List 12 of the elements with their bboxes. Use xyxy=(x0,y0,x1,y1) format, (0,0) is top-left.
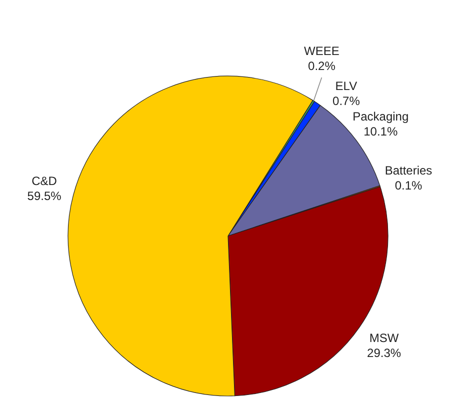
data-label: 0.7% xyxy=(332,94,360,108)
data-label: 0.1% xyxy=(394,178,423,192)
slice-label: Packaging xyxy=(352,109,409,124)
slice-label: C&D xyxy=(32,174,58,188)
data-label: 59.5% xyxy=(27,189,62,204)
slice-label: ELV xyxy=(335,79,358,94)
data-label: 29.3% xyxy=(367,346,402,360)
data-label: 10.1% xyxy=(364,124,398,138)
data-label: 0.2% xyxy=(308,59,336,74)
slice-label: WEEE xyxy=(304,44,340,58)
slice-label: MSW xyxy=(369,331,400,346)
slice-label: Batteries xyxy=(384,163,432,178)
